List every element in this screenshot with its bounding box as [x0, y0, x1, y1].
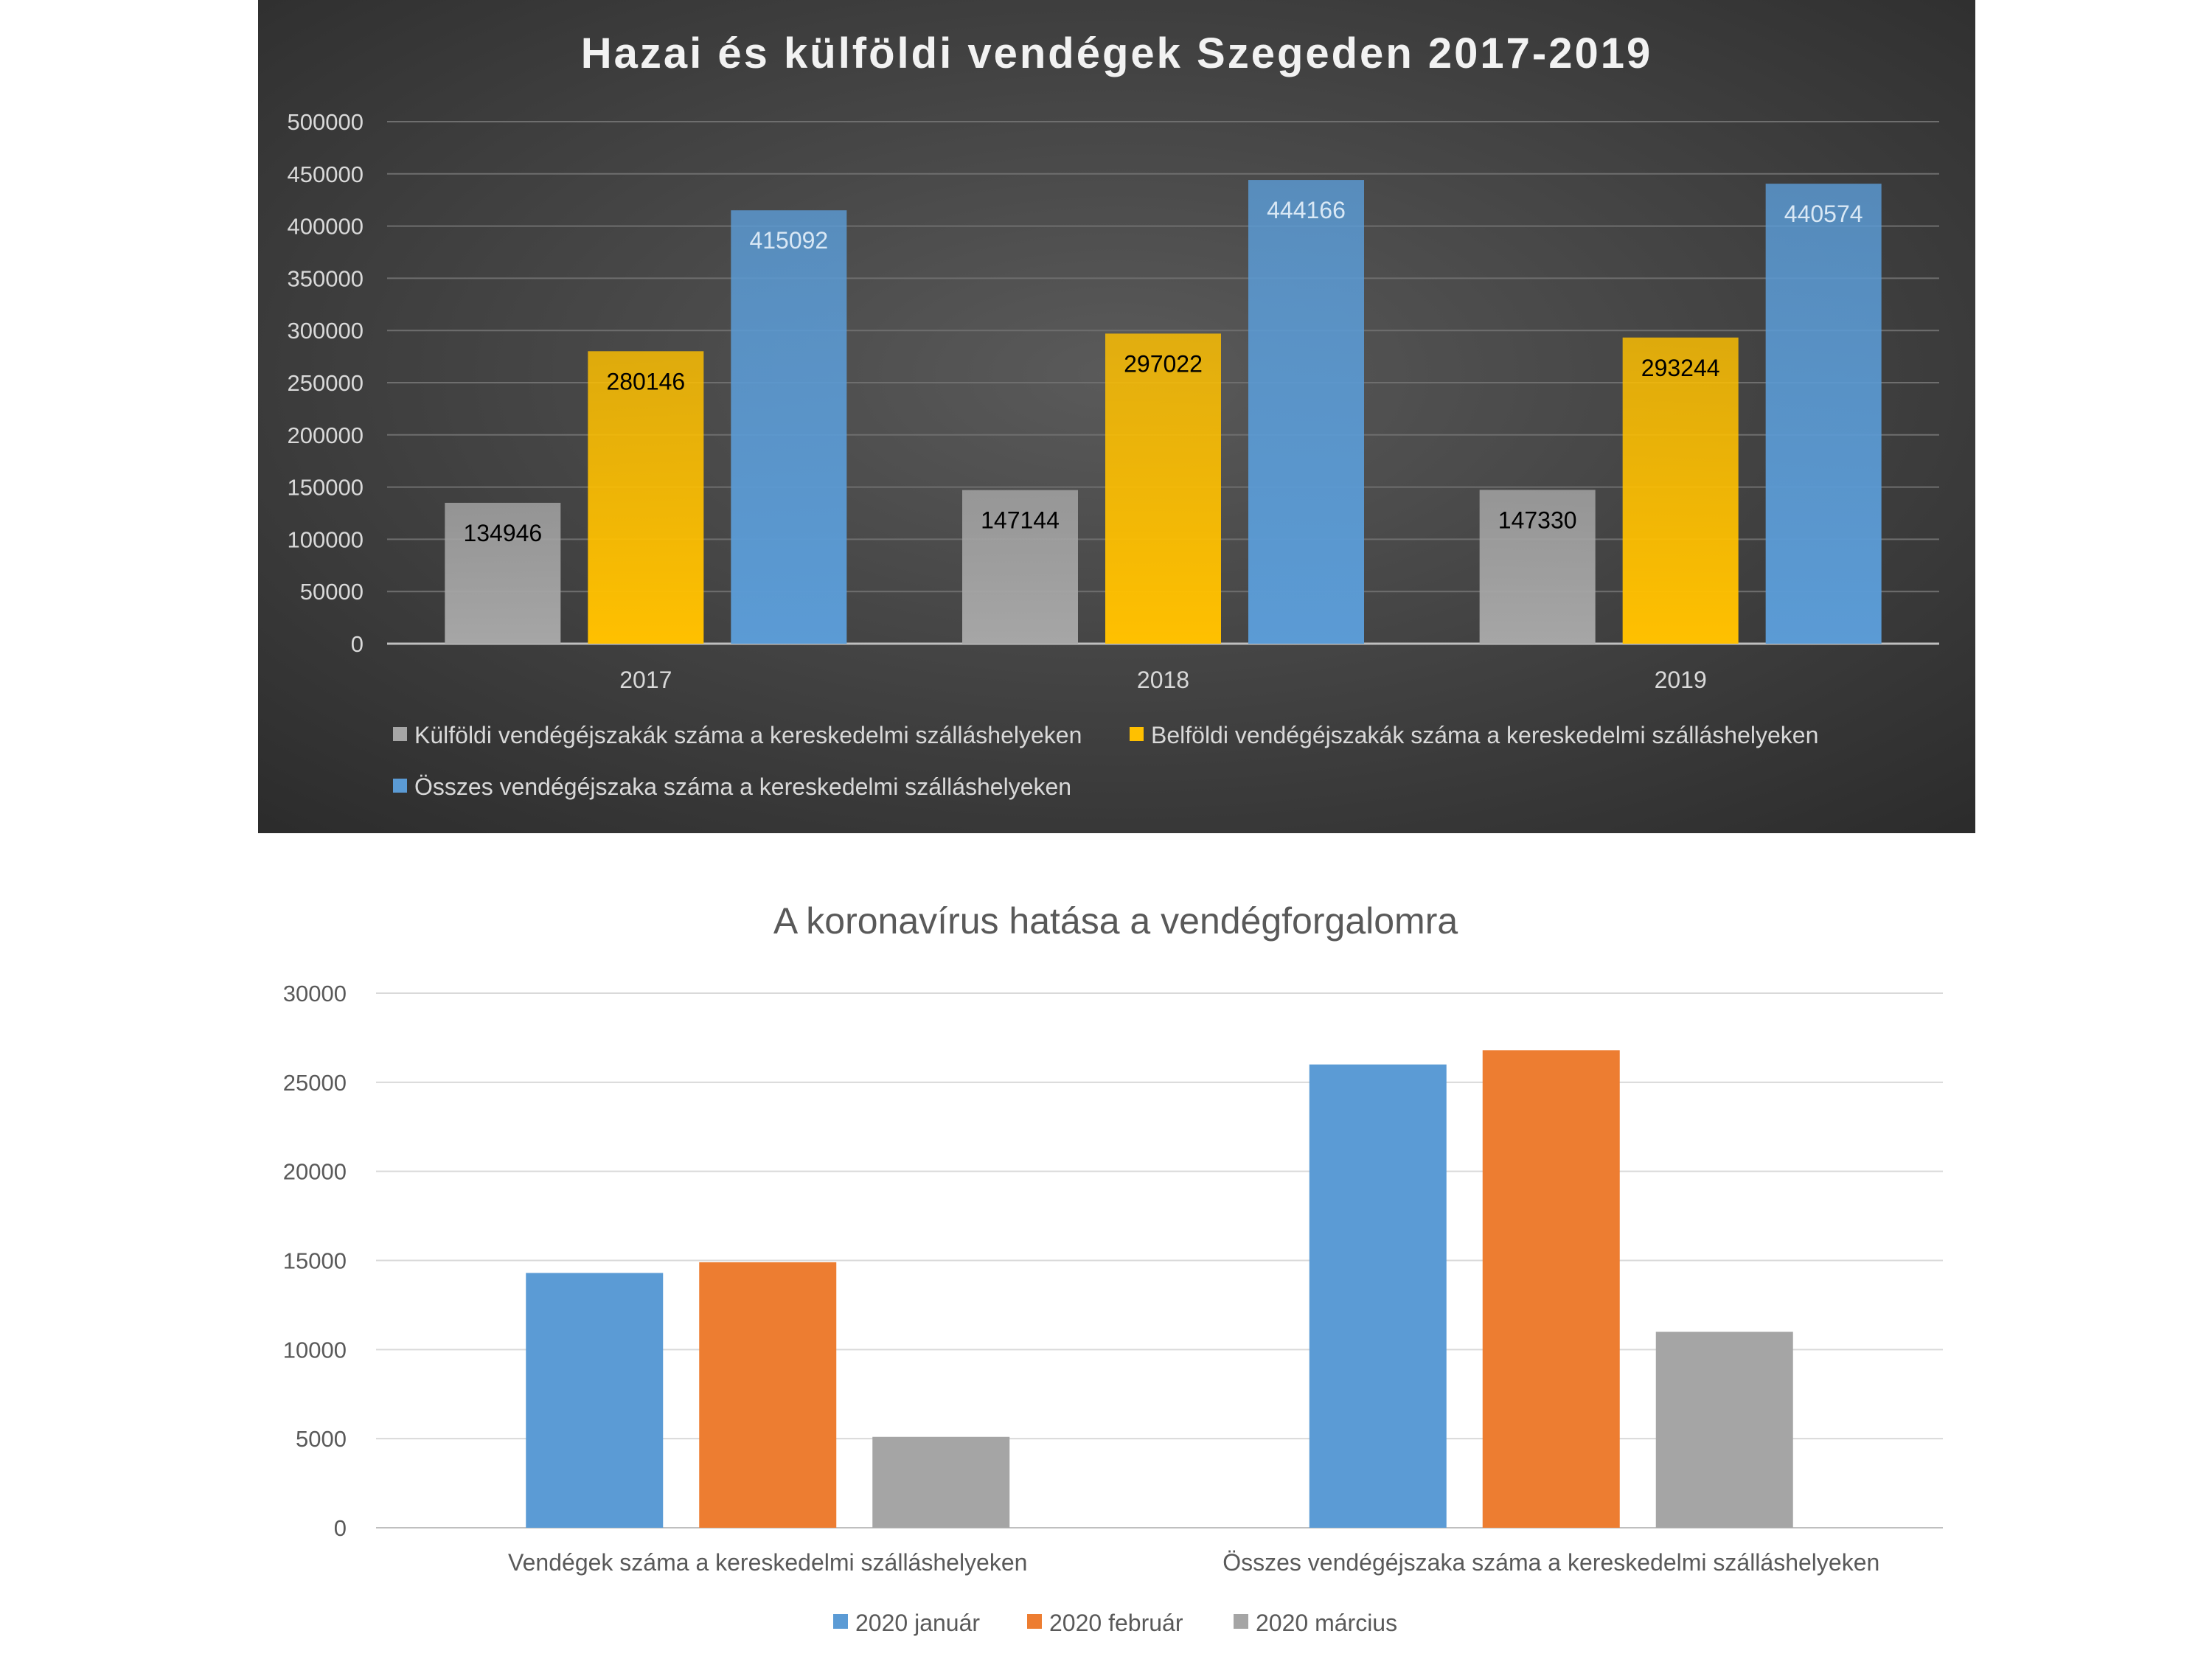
- bar: [872, 1436, 1010, 1528]
- x-tick-label: 2017: [619, 667, 672, 693]
- chart-title: A koronavírus hatása a vendégforgalomra: [773, 900, 1458, 942]
- bar: [445, 502, 561, 644]
- y-tick-label: 50000: [300, 579, 364, 605]
- y-tick-label: 100000: [288, 526, 364, 552]
- chart-guest-nights-2017-2019: Hazai és külföldi vendégek Szegeden 2017…: [258, 0, 1975, 833]
- data-label: 147330: [1498, 507, 1577, 533]
- legend-label: Belföldi vendégéjszakák száma a keresked…: [1151, 722, 1818, 748]
- y-tick-label: 20000: [283, 1159, 347, 1185]
- legend-label: Külföldi vendégéjszakák száma a keresked…: [414, 722, 1082, 748]
- legend-swatch: [393, 779, 407, 793]
- y-tick-label: 0: [351, 631, 364, 657]
- bar: [1105, 333, 1221, 644]
- bar: [1655, 1332, 1793, 1528]
- data-label: 444166: [1267, 197, 1346, 223]
- bar: [1765, 184, 1882, 644]
- bar: [1309, 1064, 1447, 1528]
- y-tick-label: 15000: [283, 1248, 347, 1274]
- legend-swatch: [1130, 727, 1144, 741]
- data-label: 134946: [463, 520, 542, 546]
- bar: [526, 1273, 664, 1528]
- data-label: 297022: [1124, 350, 1203, 377]
- bar: [1622, 337, 1739, 644]
- y-tick-label: 0: [334, 1515, 347, 1541]
- legend-swatch: [393, 727, 407, 741]
- bar: [962, 490, 1078, 644]
- data-label: 415092: [749, 227, 828, 254]
- bar: [1479, 490, 1596, 644]
- y-tick-label: 30000: [283, 981, 347, 1006]
- legend-label: 2020 január: [855, 1610, 980, 1636]
- y-tick-label: 300000: [288, 318, 364, 344]
- x-tick-label: Összes vendégéjszaka száma a kereskedelm…: [1222, 1549, 1879, 1576]
- y-tick-label: 200000: [288, 422, 364, 448]
- legend-swatch: [1027, 1614, 1042, 1629]
- legend-swatch: [1234, 1614, 1248, 1629]
- x-tick-label: 2018: [1137, 667, 1189, 693]
- y-tick-label: 150000: [288, 475, 364, 501]
- y-tick-label: 400000: [288, 214, 364, 240]
- y-tick-label: 5000: [296, 1426, 347, 1452]
- legend-label: Összes vendégéjszaka száma a kereskedelm…: [414, 773, 1071, 800]
- y-tick-label: 10000: [283, 1337, 347, 1363]
- data-label: 440574: [1784, 201, 1863, 227]
- data-label: 293244: [1641, 355, 1720, 381]
- y-tick-label: 250000: [288, 370, 364, 396]
- legend-label: 2020 február: [1049, 1610, 1183, 1636]
- data-label: 280146: [606, 368, 685, 394]
- chart-title: Hazai és külföldi vendégek Szegeden 2017…: [581, 29, 1652, 77]
- bar: [699, 1262, 837, 1528]
- chart-coronavirus-impact: A koronavírus hatása a vendégforgalomra 0…: [283, 900, 1943, 1636]
- x-tick-label: 2019: [1655, 667, 1707, 693]
- legend-swatch: [833, 1614, 848, 1629]
- bar: [1482, 1050, 1620, 1528]
- y-tick-label: 450000: [288, 161, 364, 187]
- bar: [731, 210, 847, 644]
- x-tick-label: Vendégek száma a kereskedelmi szálláshel…: [508, 1549, 1027, 1576]
- y-tick-label: 350000: [288, 265, 364, 291]
- data-label: 147144: [981, 507, 1060, 534]
- bar: [588, 351, 704, 644]
- bar: [1248, 180, 1364, 644]
- y-tick-label: 500000: [288, 109, 364, 135]
- y-tick-label: 25000: [283, 1070, 347, 1096]
- legend-label: 2020 március: [1256, 1610, 1397, 1636]
